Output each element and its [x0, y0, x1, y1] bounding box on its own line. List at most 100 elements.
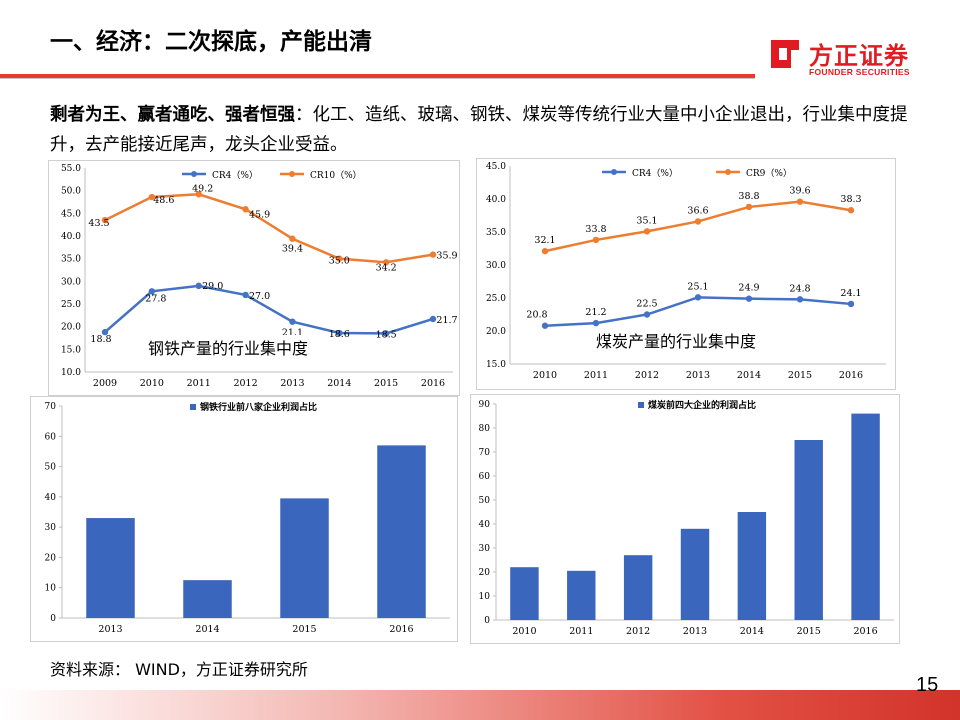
- coal-y-tick: 15.0: [486, 360, 506, 370]
- page-title: 一、经济：二次探底，产能出清: [50, 29, 372, 55]
- steel-data-label: 21.1: [282, 328, 303, 339]
- steel-y-tick: 45.0: [61, 209, 81, 219]
- coal-x-tick: 2013: [686, 370, 710, 381]
- coalbar-x-tick: 2014: [740, 626, 764, 637]
- steel-series-line: [104, 284, 434, 335]
- steel-line-chart: 10.0 15.0 20.0 25.0 30.0 35.0 40.0 45.0 50.0 55.0…: [48, 160, 460, 396]
- coal-y-tick: 20.0: [486, 327, 506, 337]
- steel-y-tick: 30.0: [61, 277, 81, 287]
- steel-data-label: 39.4: [282, 244, 303, 255]
- coal-legend-label: CR9（%）: [746, 168, 792, 179]
- coal-x-tick: 2014: [737, 370, 761, 381]
- steel-point: [429, 315, 437, 323]
- steelbar-y-tick: 30: [45, 523, 57, 533]
- coal-y-tick: 30.0: [486, 261, 506, 271]
- page-number: 15: [916, 674, 939, 696]
- steel-point: [289, 235, 296, 242]
- coal-point: [592, 319, 600, 327]
- founder-logo-icon: [771, 40, 799, 68]
- coal-point: [643, 311, 651, 318]
- steel-x-tick: 2011: [187, 378, 211, 389]
- steel-point: [336, 255, 343, 262]
- coalbar-x-tick: 2010: [512, 626, 536, 637]
- steel-point: [289, 318, 296, 325]
- coal-point: [796, 198, 804, 205]
- steelbar-bar: [86, 518, 135, 618]
- coal-point: [745, 295, 753, 302]
- steel-line-caption: 钢铁产量的行业集中度: [148, 335, 309, 359]
- coal-x-tick: 2011: [584, 370, 608, 381]
- steel-x-tick: 2015: [374, 378, 398, 389]
- coal-data-label: 24.9: [738, 283, 759, 294]
- steel-x-tick: 2010: [140, 378, 164, 389]
- coal-y-tick: 35.0: [486, 228, 506, 238]
- coalbar-y-tick: 70: [479, 448, 491, 458]
- coalbar-bar: [680, 528, 710, 620]
- coal-frame: [476, 158, 896, 390]
- coalbar-y-tick: 20: [479, 568, 491, 578]
- footer-gradient-bar: [0, 690, 960, 720]
- steel-data-label: 49.2: [192, 183, 213, 194]
- coal-data-label: 35.1: [636, 215, 657, 226]
- coal-point: [541, 322, 549, 329]
- coal-point: [694, 294, 702, 301]
- coal-data-label: 33.8: [585, 224, 606, 235]
- coal-y-tick: 40.0: [486, 195, 506, 205]
- steel-data-label: 18.6: [329, 329, 350, 340]
- steel-data-label: 43.5: [88, 218, 109, 229]
- steel-line-chart-svg: 10.0 15.0 20.0 25.0 30.0 35.0 40.0 45.0 50.0 55.0…: [48, 160, 460, 396]
- steel-x-tick: 2014: [327, 378, 351, 389]
- coalbar-bar: [510, 567, 539, 620]
- steel-data-label: 27.8: [145, 293, 166, 304]
- coal-data-label: 38.3: [840, 194, 861, 205]
- steel-data-label: 21.7: [436, 315, 457, 326]
- coal-y-tick: 25.0: [486, 294, 506, 304]
- steel-y-tick: 35.0: [61, 255, 81, 265]
- steel-bar-chart: 0 10 20 30 40 50 60 70 钢铁行业前八家企业利润占比 2013 2014 2015…: [30, 396, 458, 642]
- coalbar-y-tick: 40: [479, 520, 491, 530]
- coal-data-label: 21.2: [585, 307, 606, 318]
- coal-data-label: 39.6: [789, 186, 810, 197]
- steel-point: [382, 259, 390, 266]
- steel-x-tick: 2013: [280, 378, 304, 389]
- coal-y-tick: 45.0: [486, 162, 506, 172]
- steel-data-label: 18.5: [376, 329, 397, 340]
- steel-y-tick: 25.0: [61, 300, 81, 310]
- steel-data-label: 48.6: [153, 195, 174, 206]
- steelbar-bar: [377, 445, 426, 618]
- coal-data-label: 38.8: [738, 191, 759, 202]
- steel-x-tick: 2009: [93, 378, 117, 389]
- steel-point: [148, 288, 156, 295]
- steelbar-legend-label: 钢铁行业前八家企业利润占比: [200, 401, 317, 413]
- steel-data-label: 27.0: [249, 291, 270, 302]
- logo-english-text: FOUNDER SECURITIES: [809, 67, 910, 77]
- coal-data-label: 32.1: [534, 235, 555, 246]
- coal-line-chart: 15.0 20.0 25.0 30.0 35.0 40.0 45.0 2010 2011 2012…: [476, 158, 896, 390]
- coal-point: [847, 207, 855, 214]
- steelbar-y-tick: 60: [45, 432, 57, 442]
- coal-line-chart-svg: 15.0 20.0 25.0 30.0 35.0 40.0 45.0 2010 2011 2012…: [476, 158, 896, 390]
- coalbar-y-tick: 10: [479, 592, 491, 602]
- steelbar-bar: [183, 580, 232, 618]
- coalbar-y-tick: 80: [479, 424, 491, 434]
- steelbar-x-tick: 2015: [292, 624, 316, 635]
- coalbar-x-tick: 2011: [569, 626, 593, 637]
- steel-y-tick: 15.0: [61, 345, 81, 355]
- steelbar-bar: [280, 498, 329, 618]
- coalbar-y-tick: 90: [479, 400, 491, 410]
- coalbar-bar: [737, 512, 767, 620]
- steel-point: [382, 330, 390, 337]
- steel-series-line: [104, 193, 434, 264]
- coal-data-label: 20.8: [526, 310, 547, 321]
- coal-data-label: 25.1: [687, 281, 708, 292]
- coal-point: [796, 296, 804, 303]
- coalbar-legend-swatch: [638, 402, 644, 408]
- steel-point: [242, 206, 249, 213]
- coal-x-tick: 2012: [635, 370, 659, 381]
- steelbar-y-tick: 0: [50, 614, 56, 624]
- steel-x-tick: 2012: [233, 378, 257, 389]
- steelbar-legend-swatch: [190, 404, 196, 410]
- steel-y-tick: 40.0: [61, 232, 81, 242]
- title-underline-shadow: [0, 78, 755, 79]
- steel-frame: [48, 160, 460, 396]
